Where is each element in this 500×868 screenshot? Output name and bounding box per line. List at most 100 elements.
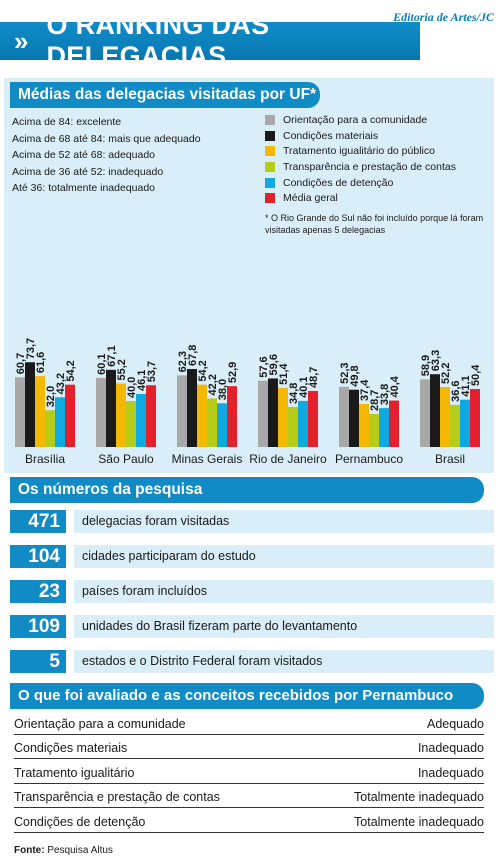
data-label: 33,8: [379, 384, 391, 405]
data-label: 52,9: [227, 362, 239, 383]
scale-legend: Acima de 84: excelente Acima de 68 até 8…: [12, 114, 201, 197]
data-label: 49,8: [349, 365, 361, 386]
legend-item: Transparência e prestação de contas: [265, 159, 456, 175]
evaluation-item: Transparência e prestação de contas: [14, 790, 220, 804]
bar: [116, 383, 126, 447]
data-label: 40,4: [389, 375, 401, 397]
category-label: Minas Gerais: [172, 452, 243, 466]
series-legend: Orientação para a comunidade Condições m…: [265, 112, 456, 206]
bar: [177, 375, 187, 447]
bar: [470, 389, 480, 447]
legend-label: Condições de detenção: [283, 176, 394, 189]
bar: [96, 377, 106, 447]
bar: [278, 387, 288, 447]
stat-row: 471 delegacias foram visitadas: [10, 510, 494, 533]
category-label: Pernambuco: [335, 452, 403, 466]
evaluation-item: Condições materiais: [14, 741, 128, 755]
evaluation-grade: Adequado: [426, 717, 484, 731]
stat-text: unidades do Brasil fizeram parte do leva…: [74, 615, 494, 638]
data-label: 67,8: [187, 345, 199, 366]
data-label: 41,1: [460, 375, 472, 396]
data-label: 32,0: [45, 386, 57, 407]
bar: [379, 408, 389, 447]
bar: [45, 410, 55, 447]
bar: [146, 385, 156, 447]
legend-label: Média geral: [283, 192, 338, 205]
evaluation-item: Tratamento igualitário: [14, 766, 135, 780]
data-label: 34,8: [288, 383, 300, 404]
bar: [187, 369, 197, 447]
bar: [217, 403, 227, 447]
legend-swatch: [265, 146, 275, 157]
evaluation-row: Tratamento igualitário Inadequado: [14, 766, 484, 784]
bar: [420, 379, 430, 447]
stat-row: 5 estados e o Distrito Federal foram vis…: [10, 650, 494, 673]
credit-line: Editoria de Artes/JC: [393, 10, 494, 24]
bar: [35, 376, 45, 447]
evaluation-row: Orientação para a comunidade Adequado: [14, 717, 484, 735]
stat-text: delegacias foram visitadas: [74, 510, 494, 533]
legend-item: Condições de detenção: [265, 175, 456, 191]
bar: [440, 386, 450, 447]
legend-label: Orientação para a comunidade: [283, 113, 428, 126]
data-label: 67,1: [106, 345, 118, 366]
data-label: 37,4: [359, 379, 371, 401]
evaluation-grade: Totalmente inadequado: [354, 815, 484, 829]
scale-item: Até 36: totalmente inadequado: [12, 182, 156, 194]
data-label: 62,3: [177, 351, 189, 372]
scale-item: Acima de 84: excelente: [12, 116, 122, 128]
chart-panel: [4, 78, 494, 473]
legend-label: Condições materiais: [283, 129, 379, 142]
title-bar: » O RANKING DAS DELEGACIAS: [0, 10, 420, 71]
data-label: 28,7: [369, 390, 381, 411]
data-label: 43,2: [55, 373, 67, 394]
footnote: * O Rio Grande do Sul não foi incluído p…: [265, 213, 484, 235]
evaluation-section-heading: O que foi avaliado e as conceitos recebi…: [10, 683, 484, 709]
data-label: 54,2: [197, 360, 209, 381]
bar: [227, 386, 237, 447]
stat-row: 23 países foram incluídos: [10, 580, 494, 603]
stat-number: 5: [10, 650, 66, 673]
legend-swatch: [265, 161, 275, 172]
scale-item: Acima de 36 até 52: inadequado: [12, 165, 164, 178]
bar: [207, 398, 217, 447]
source-text: Pesquisa Altus: [47, 845, 113, 856]
stat-number: 104: [10, 545, 66, 568]
bar: [288, 406, 298, 447]
data-label: 40,0: [126, 377, 138, 398]
legend-swatch: [265, 114, 275, 125]
evaluation-grade: Inadequado: [417, 741, 484, 755]
evaluation-item: Orientação para a comunidade: [14, 717, 186, 731]
stat-text: países foram incluídos: [74, 580, 494, 603]
bar: [197, 384, 207, 447]
chevron-icon: »: [14, 25, 29, 56]
bar: [430, 374, 440, 447]
data-label: 61,6: [35, 352, 47, 373]
evaluation-row: Condições materiais Inadequado: [14, 741, 484, 759]
source-line: Fonte: Pesquisa Altus: [14, 845, 113, 856]
bar: [55, 397, 65, 447]
scale-item: Acima de 68 até 84: mais que adequado: [12, 132, 201, 145]
data-label: 50,4: [470, 364, 482, 386]
bar: [450, 404, 460, 447]
bar: [258, 380, 268, 447]
legend-label: Tratamento igualitário do público: [283, 145, 435, 158]
data-label: 54,2: [65, 360, 77, 381]
category-label: Rio de Janeiro: [249, 452, 327, 466]
data-label: 38,0: [217, 379, 229, 400]
bar-chart: 60,773,761,632,043,254,2Brasília60,167,1…: [15, 338, 482, 466]
legend-swatch: [265, 177, 275, 188]
legend-swatch: [265, 193, 275, 204]
legend-swatch: [265, 130, 275, 141]
legend-item: Condições materiais: [265, 128, 456, 144]
category-label: Brasil: [435, 452, 465, 466]
data-label: 36,6: [450, 380, 462, 401]
legend-item: Orientação para a comunidade: [265, 112, 456, 128]
legend-label: Transparência e prestação de contas: [283, 160, 456, 173]
data-label: 57,6: [258, 356, 270, 377]
bar: [15, 377, 25, 447]
data-label: 48,7: [308, 367, 320, 388]
evaluation-row: Condições de detenção Totalmente inadequ…: [14, 815, 484, 833]
stat-row: 109 unidades do Brasil fizeram parte do …: [10, 615, 494, 638]
stat-text: estados e o Distrito Federal foram visit…: [74, 650, 494, 673]
